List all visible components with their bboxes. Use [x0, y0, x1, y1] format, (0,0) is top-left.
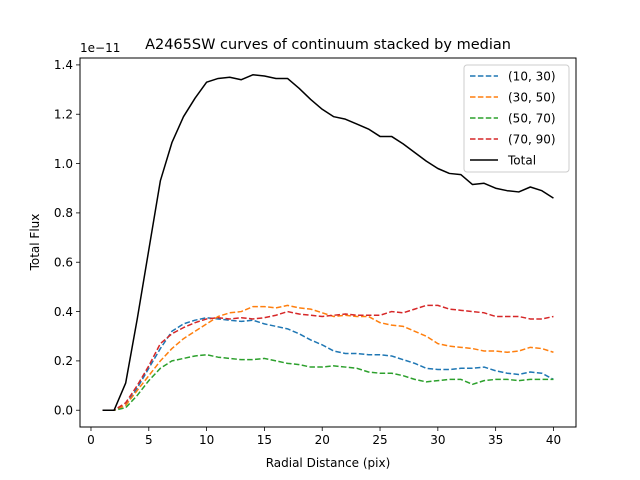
- legend: (10, 30) (30, 50) (50, 70) (70, 90) Total: [463, 64, 570, 173]
- legend-box: [463, 64, 570, 173]
- y-tick-label: 0.4: [54, 305, 73, 319]
- series-line-4: [102, 74, 554, 411]
- y-axis: 0.0 0.2 0.4 0.6 0.8 1.0 1.2 1.4: [54, 58, 80, 418]
- legend-label-0: (10, 30): [508, 70, 556, 84]
- legend-label-3: (70, 90): [508, 133, 556, 147]
- y-offset-label: 1e−11: [80, 41, 120, 55]
- x-axis-label: Radial Distance (pix): [266, 456, 391, 470]
- legend-items: (10, 30) (30, 50) (50, 70) (70, 90) Total: [470, 70, 556, 168]
- x-tick-label: 25: [372, 433, 387, 447]
- y-axis-label: Total Flux: [28, 214, 42, 272]
- x-tick-label: 5: [145, 433, 153, 447]
- series-layer: [102, 74, 554, 411]
- x-tick-label: 30: [430, 433, 445, 447]
- legend-label-1: (30, 50): [508, 91, 556, 105]
- x-tick-label: 10: [199, 433, 214, 447]
- x-axis: 0 5 10 15 20 25 30 35 40: [87, 427, 561, 447]
- x-tick-label: 40: [546, 433, 561, 447]
- legend-label-4: Total: [507, 154, 536, 168]
- plot-area: 0 5 10 15 20 25 30 35 40 0.0 0.2 0.4 0.6 0.8 1.0 1.2 1.…: [54, 57, 577, 447]
- y-tick-label: 0.2: [54, 354, 73, 368]
- y-tick-label: 1.0: [54, 157, 73, 171]
- y-tick-label: 1.4: [54, 58, 73, 72]
- x-tick-label: 0: [87, 433, 95, 447]
- x-tick-label: 35: [488, 433, 503, 447]
- y-tick-label: 0.8: [54, 206, 73, 220]
- series-line-2: [102, 353, 554, 411]
- y-tick-label: 1.2: [54, 108, 73, 122]
- series-line-3: [102, 304, 554, 411]
- legend-label-2: (50, 70): [508, 112, 556, 126]
- plot-frame: [79, 57, 577, 428]
- y-tick-label: 0.0: [54, 404, 73, 418]
- chart-title: A2465SW curves of continuum stacked by m…: [145, 37, 511, 53]
- x-tick-label: 20: [315, 433, 330, 447]
- x-tick-label: 15: [257, 433, 272, 447]
- y-tick-label: 0.6: [54, 256, 73, 270]
- series-line-0: [102, 316, 554, 411]
- series-line-1: [102, 304, 554, 411]
